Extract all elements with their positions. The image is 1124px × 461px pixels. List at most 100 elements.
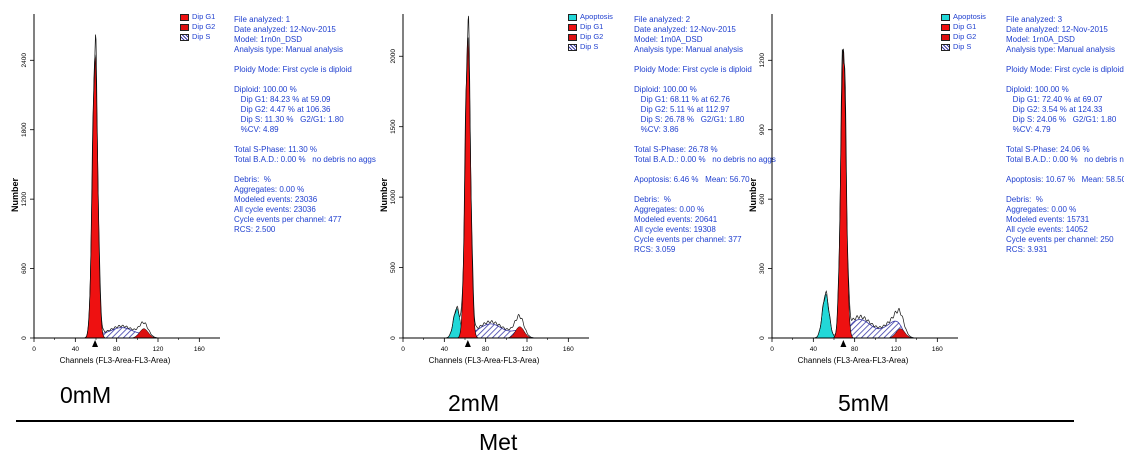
legend-label: Dip G2 (580, 32, 604, 41)
stats-line: Diploid: 100.00 % (234, 85, 297, 94)
raw-histogram-line (803, 48, 927, 339)
x-tick-label: 120 (522, 346, 533, 353)
x-tick-label: 160 (194, 346, 205, 353)
histogram-legend: Apoptosis Dip G1 Dip G2 Dip S (568, 12, 613, 52)
y-tick-label: 500 (390, 262, 397, 273)
legend-swatch (180, 33, 189, 41)
group-rule (16, 420, 1074, 422)
y-tick-label: 600 (759, 193, 766, 204)
legend-entry: Dip G1 (180, 12, 215, 22)
stats-line (1006, 135, 1124, 145)
x-tick-label: 40 (810, 346, 818, 353)
stats-line: RCS: 3.059 (634, 245, 676, 254)
x-tick-label: 0 (770, 346, 774, 353)
stats-line: Dip G2: 4.47 % at 106.36 (234, 105, 331, 114)
analysis-stats: File analyzed: 1 Date analyzed: 12-Nov-20… (234, 15, 376, 235)
legend-entry: Dip S (941, 42, 986, 52)
y-axis-label: Number (748, 178, 758, 213)
dip-s-area (65, 327, 189, 339)
raw-histogram-line (65, 34, 189, 339)
y-tick-label: 0 (759, 336, 766, 340)
legend-label: Dip G2 (192, 22, 216, 31)
stats-line (234, 75, 376, 85)
stats-line: All cycle events: 23036 (234, 205, 316, 214)
stats-line: Date analyzed: 12-Nov-2015 (634, 25, 736, 34)
x-tick-label: 120 (891, 346, 902, 353)
legend-swatch (941, 33, 950, 41)
stats-line: Dip G2: 5.11 % at 112.97 (634, 105, 730, 114)
stats-line: Aggregates: 0.00 % (234, 185, 305, 194)
histogram-plot: 0 40 80 120 160 0 300 600 900 1200 Channels (FL3-A… (748, 14, 958, 365)
y-axis-label: Number (10, 178, 20, 213)
analysis-stats: File analyzed: 2 Date analyzed: 12-Nov-20… (634, 15, 776, 255)
y-tick-label: 2400 (21, 53, 28, 68)
stats-line: Debris: % (234, 175, 271, 184)
histogram-panel-3: 0 40 80 120 160 0 300 600 900 1200 Channels (FL3-A… (746, 0, 1124, 416)
x-axis-label: Channels (FL3-Area-FL3-Area) (798, 356, 909, 365)
y-tick-label: 1500 (390, 119, 397, 134)
g1-marker-triangle (92, 340, 99, 347)
stats-line: Modeled events: 15731 (1006, 215, 1090, 224)
x-axis-label: Channels (FL3-Area-FL3-Area) (429, 356, 540, 365)
stats-line: Model: 1rn0n_DSD (234, 35, 303, 44)
legend-entry: Apoptosis (941, 12, 986, 22)
condition-label: 0mM (60, 382, 112, 408)
stats-line: Ploidy Mode: First cycle is diploid (234, 65, 352, 74)
stats-line: All cycle events: 14052 (1006, 225, 1088, 234)
stats-line: File analyzed: 2 (634, 15, 691, 24)
x-tick-label: 0 (32, 346, 36, 353)
stats-line: Debris: % (634, 195, 671, 204)
legend-swatch (568, 13, 577, 21)
condition-label: 5mM (838, 390, 890, 416)
stats-line (1006, 75, 1124, 85)
dip-g1-peak (434, 37, 558, 339)
stats-line (1006, 185, 1124, 195)
stats-line: Total B.A.D.: 0.00 % no debris no aggs (234, 155, 376, 164)
stats-line: Dip G1: 72.40 % at 69.07 (1006, 95, 1103, 104)
stats-line (1006, 165, 1124, 175)
legend-swatch (941, 23, 950, 31)
stats-line: Apoptosis: 10.67 % Mean: 58.50 (1006, 175, 1124, 184)
legend-swatch (568, 43, 577, 51)
stats-line: Dip S: 26.78 % G2/G1: 1.80 (634, 115, 745, 124)
stats-line: Total B.A.D.: 0.00 % no debris no aggs (634, 155, 776, 164)
legend-label: Dip S (953, 42, 972, 51)
stats-line: Cycle events per channel: 250 (1006, 235, 1114, 244)
stats-line: Debris: % (1006, 195, 1043, 204)
stats-line: RCS: 3.931 (1006, 245, 1048, 254)
y-tick-label: 300 (759, 263, 766, 274)
legend-swatch (941, 13, 950, 21)
stats-line (234, 135, 376, 145)
legend-label: Apoptosis (953, 12, 986, 21)
histogram-legend: Apoptosis Dip G1 Dip G2 Dip S (941, 12, 986, 52)
x-tick-label: 120 (153, 346, 164, 353)
x-axis-label: Channels (FL3-Area-FL3-Area) (60, 356, 171, 365)
x-tick-label: 0 (401, 346, 405, 353)
stats-line: Analysis type: Manual analysis (234, 45, 343, 54)
x-tick-label: 80 (482, 346, 490, 353)
stats-line: All cycle events: 19308 (634, 225, 716, 234)
stats-line: Apoptosis: 6.46 % Mean: 56.70 (634, 175, 750, 184)
group-label: Met (479, 429, 518, 455)
y-tick-label: 900 (759, 124, 766, 135)
stats-line: Ploidy Mode: First cycle is diploid (634, 65, 752, 74)
stats-line: Cycle events per channel: 477 (234, 215, 342, 224)
x-tick-label: 40 (441, 346, 449, 353)
legend-swatch (180, 23, 189, 31)
legend-entry: Apoptosis (568, 12, 613, 22)
legend-label: Apoptosis (580, 12, 613, 21)
legend-entry: Dip G1 (568, 22, 613, 32)
y-tick-label: 1200 (21, 192, 28, 207)
y-tick-label: 0 (390, 336, 397, 340)
stats-line: Cycle events per channel: 377 (634, 235, 742, 244)
stats-line (234, 55, 376, 65)
histogram-panel-2: 0 40 80 120 160 0 500 1000 1500 2000 Channels (FL3… (377, 0, 776, 416)
y-tick-label: 1000 (390, 190, 397, 205)
histogram-legend: Dip G1 Dip G2 Dip S (180, 12, 215, 42)
stats-line: Total B.A.D.: 0.00 % no debris no aggs (1006, 155, 1124, 164)
x-tick-label: 160 (932, 346, 943, 353)
legend-label: Dip G1 (953, 22, 977, 31)
stats-line: %CV: 3.86 (634, 125, 679, 134)
stats-line: Dip G1: 68.11 % at 62.76 (634, 95, 730, 104)
stats-line (234, 165, 376, 175)
